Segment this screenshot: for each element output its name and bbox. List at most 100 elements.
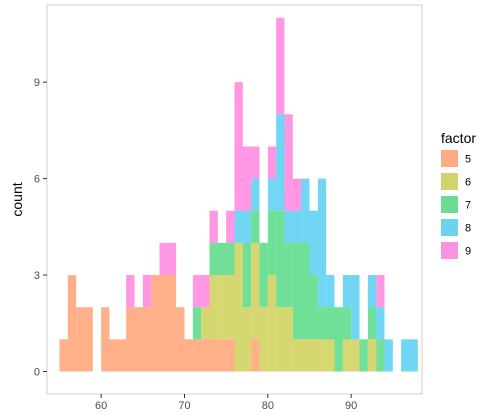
x-tick-label: 60 — [95, 400, 107, 412]
bar-factor-5-bin-70 — [184, 339, 193, 372]
bar-factor-9-bin-73 — [209, 210, 218, 243]
x-axis: 60 70 80 90 — [95, 394, 357, 412]
bar-factor-9-bin-93 — [376, 275, 385, 308]
legend-key-9 — [441, 242, 458, 259]
bar-factor-5-bin-61 — [109, 339, 118, 372]
legend-label-8: 8 — [465, 223, 471, 235]
bar-factor-9-bin-78 — [251, 146, 260, 179]
bar-factor-6-bin-90 — [351, 339, 360, 372]
bar-factor-5-bin-56 — [67, 275, 77, 372]
x-tick-label: 70 — [178, 400, 190, 412]
bar-factor-7-bin-79 — [259, 242, 268, 308]
bar-factor-7-bin-77 — [242, 242, 252, 308]
bar-factor-5-bin-74 — [217, 339, 227, 372]
bar-factor-7-bin-71 — [192, 307, 202, 340]
bar-factor-5-bin-72 — [201, 339, 210, 372]
bar-factor-5-bin-68 — [167, 275, 177, 372]
bar-factor-5-bin-71 — [192, 339, 202, 372]
legend-title: factor — [441, 130, 476, 146]
bar-factor-7-bin-87 — [326, 307, 335, 340]
bar-factor-5-bin-63 — [126, 307, 135, 372]
bar-factor-6-bin-72 — [201, 307, 210, 340]
bar-factor-6-bin-75 — [226, 275, 235, 340]
legend-key-5 — [441, 150, 458, 167]
bar-factor-7-bin-86 — [317, 307, 327, 340]
bar-factor-8-bin-93 — [376, 307, 385, 340]
legend-label-6: 6 — [465, 177, 471, 189]
bar-factor-6-bin-77 — [242, 307, 252, 372]
bar-factor-6-bin-73 — [209, 275, 218, 340]
bar-factor-9-bin-67 — [159, 242, 168, 276]
bar-factor-8-bin-78 — [251, 178, 260, 211]
bar-factor-6-bin-80 — [267, 275, 277, 372]
bar-factor-7-bin-82 — [284, 242, 293, 308]
bar-factor-7-bin-81 — [276, 210, 285, 308]
bar-factor-8-bin-86 — [317, 178, 327, 308]
bar-factor-5-bin-67 — [159, 275, 168, 372]
bar-factor-9-bin-75 — [226, 210, 235, 243]
bar-factor-9-bin-63 — [126, 275, 135, 308]
bar-factor-9-bin-82 — [284, 114, 293, 211]
bar-factor-6-bin-81 — [276, 307, 285, 372]
bar-factor-8-bin-87 — [326, 275, 335, 308]
bar-factor-7-bin-85 — [309, 275, 318, 340]
bar-factor-6-bin-84 — [301, 339, 310, 372]
bar-factor-9-bin-65 — [142, 275, 152, 308]
bar-factor-8-bin-90 — [351, 275, 360, 340]
bar-factor-6-bin-86 — [317, 339, 327, 372]
bar-factor-7-bin-80 — [267, 210, 277, 276]
y-tick-label: 6 — [34, 174, 40, 186]
bar-factor-8-bin-80 — [267, 178, 277, 211]
y-axis-title: count — [9, 182, 25, 216]
legend-label-9: 9 — [465, 246, 471, 258]
bar-factor-6-bin-78 — [251, 242, 260, 340]
bar-factor-5-bin-65 — [142, 307, 152, 372]
bar-factor-7-bin-83 — [292, 242, 302, 340]
x-tick-label: 80 — [262, 400, 274, 412]
legend-key-6 — [441, 173, 458, 190]
bar-factor-6-bin-92 — [367, 339, 377, 372]
y-axis: 0 3 6 9 — [34, 77, 47, 378]
bar-factor-8-bin-89 — [342, 275, 352, 308]
bar-factor-5-bin-64 — [134, 307, 143, 372]
bar-factor-8-bin-92 — [367, 275, 377, 308]
bar-factor-6-bin-79 — [259, 307, 268, 372]
bar-factor-5-bin-66 — [151, 275, 160, 372]
bar-factor-7-bin-88 — [334, 307, 343, 372]
bar-factor-7-bin-93 — [376, 339, 385, 372]
bar-factor-7-bin-74 — [217, 242, 227, 276]
bar-factor-9-bin-83 — [292, 178, 302, 211]
bar-factor-8-bin-81 — [276, 114, 285, 211]
bar-factor-6-bin-76 — [234, 242, 243, 372]
legend-key-8 — [441, 219, 458, 236]
histogram-bars — [59, 17, 418, 372]
legend-label-5: 5 — [465, 154, 471, 166]
legend-key-7 — [441, 196, 458, 213]
bar-factor-5-bin-55 — [59, 339, 68, 372]
bar-factor-9-bin-80 — [267, 146, 277, 179]
bar-factor-6-bin-85 — [309, 339, 318, 372]
bar-factor-5-bin-69 — [176, 307, 185, 372]
bar-factor-5-bin-75 — [226, 339, 235, 372]
bar-factor-5-bin-58 — [84, 307, 93, 372]
bar-factor-9-bin-76 — [234, 82, 243, 211]
y-tick-label: 0 — [34, 366, 40, 378]
y-tick-label: 3 — [34, 270, 40, 282]
bar-factor-5-bin-78 — [251, 339, 260, 372]
bar-factor-8-bin-77 — [242, 210, 252, 243]
bar-factor-7-bin-91 — [359, 339, 368, 372]
bar-factor-9-bin-71 — [192, 275, 202, 308]
bar-factor-9-bin-77 — [242, 146, 252, 211]
y-tick-label: 9 — [34, 77, 40, 89]
bar-factor-5-bin-73 — [209, 339, 218, 372]
legend-label-7: 7 — [465, 200, 471, 212]
bar-factor-5-bin-60 — [101, 307, 110, 372]
bar-factor-7-bin-89 — [342, 307, 352, 340]
bar-factor-9-bin-81 — [276, 17, 285, 115]
bar-factor-7-bin-75 — [226, 242, 235, 276]
bar-factor-5-bin-57 — [76, 307, 85, 372]
bar-factor-8-bin-96 — [401, 339, 410, 372]
bar-factor-7-bin-92 — [367, 307, 377, 340]
bar-factor-7-bin-78 — [251, 210, 260, 243]
